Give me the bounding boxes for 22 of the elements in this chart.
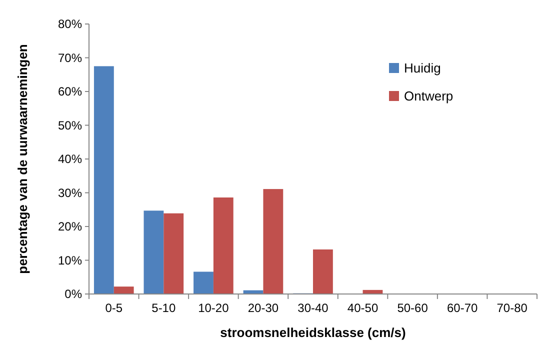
- y-tick-label: 80%: [58, 17, 82, 32]
- y-tick-label: 70%: [58, 50, 82, 65]
- x-tick-label: 10-20: [198, 301, 230, 315]
- x-tick-label: 5-10: [152, 301, 176, 315]
- x-tick-label: 50-60: [397, 301, 428, 315]
- y-tick-label: 10%: [58, 253, 82, 268]
- x-tick-label: 30-40: [298, 301, 329, 315]
- y-tick-label: 50%: [58, 118, 82, 132]
- x-axis-title: stroomsnelheidsklasse (cm/s): [220, 325, 406, 340]
- x-tick-label: 70-80: [496, 301, 528, 315]
- y-axis-title: percentage van de uurwaarnemingen: [15, 44, 30, 274]
- legend-label: Huidig: [404, 60, 441, 76]
- legend-label: Ontwerp: [404, 88, 454, 104]
- y-tick-label: 0%: [64, 287, 82, 302]
- y-tick-label: 30%: [58, 186, 82, 200]
- x-tick-label: 40-50: [347, 301, 378, 315]
- x-tick-label: 0-5: [105, 301, 123, 315]
- y-tick-label: 40%: [58, 152, 82, 166]
- x-tick-label: 60-70: [446, 301, 478, 315]
- y-tick-label: 20%: [58, 220, 82, 234]
- x-tick-label: 20-30: [248, 301, 279, 315]
- y-tick-label: 60%: [58, 84, 82, 99]
